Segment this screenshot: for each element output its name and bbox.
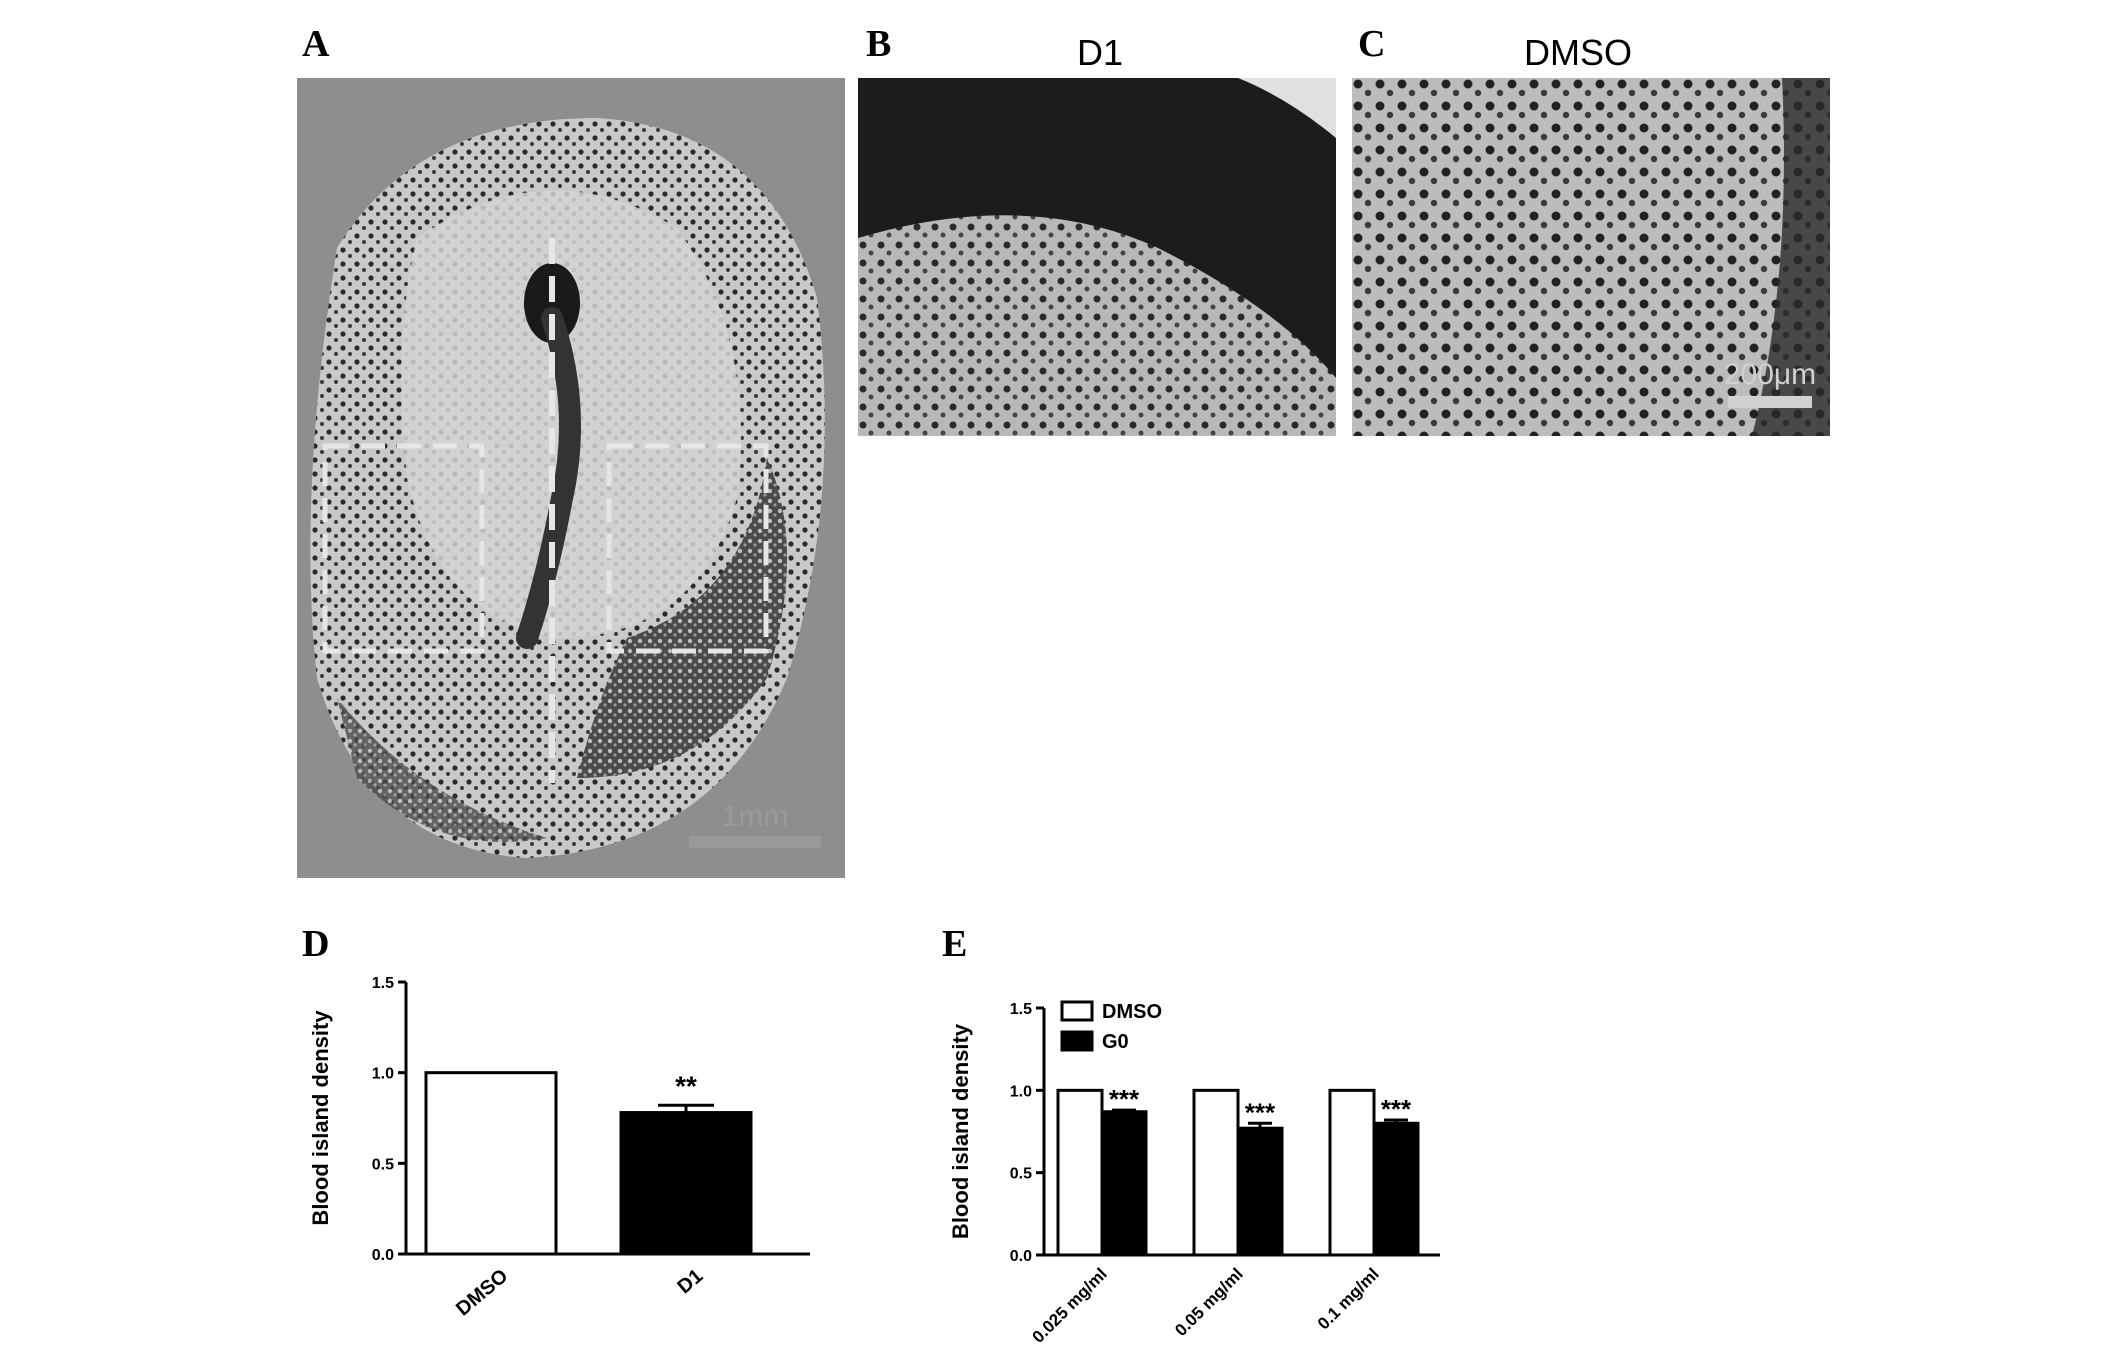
panel-letter-a: A bbox=[302, 23, 330, 65]
panel-letter-c: C bbox=[1358, 23, 1386, 65]
chart-d-y-tick-label-2: 1.0 bbox=[372, 1066, 394, 1083]
chart-e-y-axis-label: Blood island density bbox=[948, 1023, 973, 1239]
panel-a-micrograph: 1mm bbox=[297, 78, 845, 878]
panel-letter-e: E bbox=[942, 923, 968, 965]
roi-box-right bbox=[606, 443, 769, 654]
chart-d-x-tick-label-1: D1 bbox=[673, 1265, 707, 1298]
panel-c-title: DMSO bbox=[1524, 32, 1632, 73]
chart-d-x-tick-label-0: DMSO bbox=[452, 1265, 512, 1320]
chart-e-x-tick-label-2: 0.1 mg/ml bbox=[1314, 1264, 1383, 1333]
panel-a-scale-bar bbox=[689, 836, 821, 848]
chart-e-bar-0-1 bbox=[1100, 1110, 1148, 1257]
chart-d-y-tick-label-1: 0.5 bbox=[372, 1156, 394, 1173]
panel-b-title: D1 bbox=[1076, 32, 1124, 73]
panel-c-micrograph: 200μm bbox=[1352, 78, 1830, 436]
chart-e-y-tick-label-0: 0.0 bbox=[1010, 1248, 1032, 1265]
roi-box-left bbox=[322, 443, 485, 654]
chart-e-bar-2-0 bbox=[1328, 1088, 1376, 1257]
chart-e-legend-label-1: G0 bbox=[1102, 1031, 1129, 1053]
chart-e-significance-1: *** bbox=[1245, 1097, 1276, 1127]
chart-e-x-tick-label-1: 0.05 mg/ml bbox=[1171, 1264, 1247, 1340]
chart-e-y-tick-label-3: 1.5 bbox=[1010, 1001, 1032, 1018]
chart-e-legend-swatch-1 bbox=[1060, 1030, 1094, 1052]
chart-d-bar-1 bbox=[619, 1111, 753, 1256]
panel-letter-b: B bbox=[866, 23, 892, 65]
panel-a-scale-label: 1mm bbox=[722, 800, 789, 833]
chart-e: 0.0 0.5 1.0 1.5 Blood island density *** 0.025… bbox=[948, 1000, 1440, 1347]
chart-e-legend-swatch-0 bbox=[1060, 1000, 1094, 1022]
chart-e-y-tick-label-2: 1.0 bbox=[1010, 1083, 1032, 1100]
chart-e-y-tick-label-1: 0.5 bbox=[1010, 1166, 1032, 1183]
panel-letter-d: D bbox=[302, 923, 330, 965]
dense-blood-island-region bbox=[577, 458, 787, 778]
panel-c-dark-edge bbox=[1752, 78, 1830, 436]
chart-e-significance-0: *** bbox=[1109, 1084, 1140, 1114]
chart-e-legend-label-0: DMSO bbox=[1102, 1001, 1162, 1023]
lower-blood-island-region bbox=[337, 698, 547, 842]
chart-e-bar-1-1 bbox=[1236, 1126, 1284, 1257]
chart-d-significance-1: ** bbox=[675, 1070, 697, 1101]
chart-d-y-tick-label-3: 1.5 bbox=[372, 975, 394, 992]
panel-c-scale-label: 200μm bbox=[1724, 358, 1816, 391]
chart-d-bar-0 bbox=[424, 1071, 558, 1256]
embryo-head bbox=[524, 263, 580, 343]
panel-c-background bbox=[1352, 78, 1830, 436]
chart-e-significance-2: *** bbox=[1381, 1094, 1412, 1124]
chart-d: 0.0 0.5 1.0 1.5 Blood island density DMSO ** D1 bbox=[308, 975, 810, 1320]
panel-b-light-corner bbox=[1238, 78, 1336, 138]
chart-d-y-tick-label-0: 0.0 bbox=[372, 1247, 394, 1264]
panel-b-micrograph bbox=[858, 78, 1336, 436]
chart-d-y-axis-label: Blood island density bbox=[308, 1010, 333, 1226]
chart-e-x-tick-label-0: 0.025 mg/ml bbox=[1029, 1264, 1111, 1346]
chart-e-bar-2-1 bbox=[1372, 1121, 1420, 1257]
panel-c-scale-bar bbox=[1728, 396, 1812, 408]
panel-b-dense-region bbox=[858, 78, 1336, 378]
chart-e-bar-1-0 bbox=[1192, 1088, 1240, 1257]
embryo-axis bbox=[516, 307, 581, 649]
chart-e-bar-0-0 bbox=[1056, 1088, 1104, 1257]
